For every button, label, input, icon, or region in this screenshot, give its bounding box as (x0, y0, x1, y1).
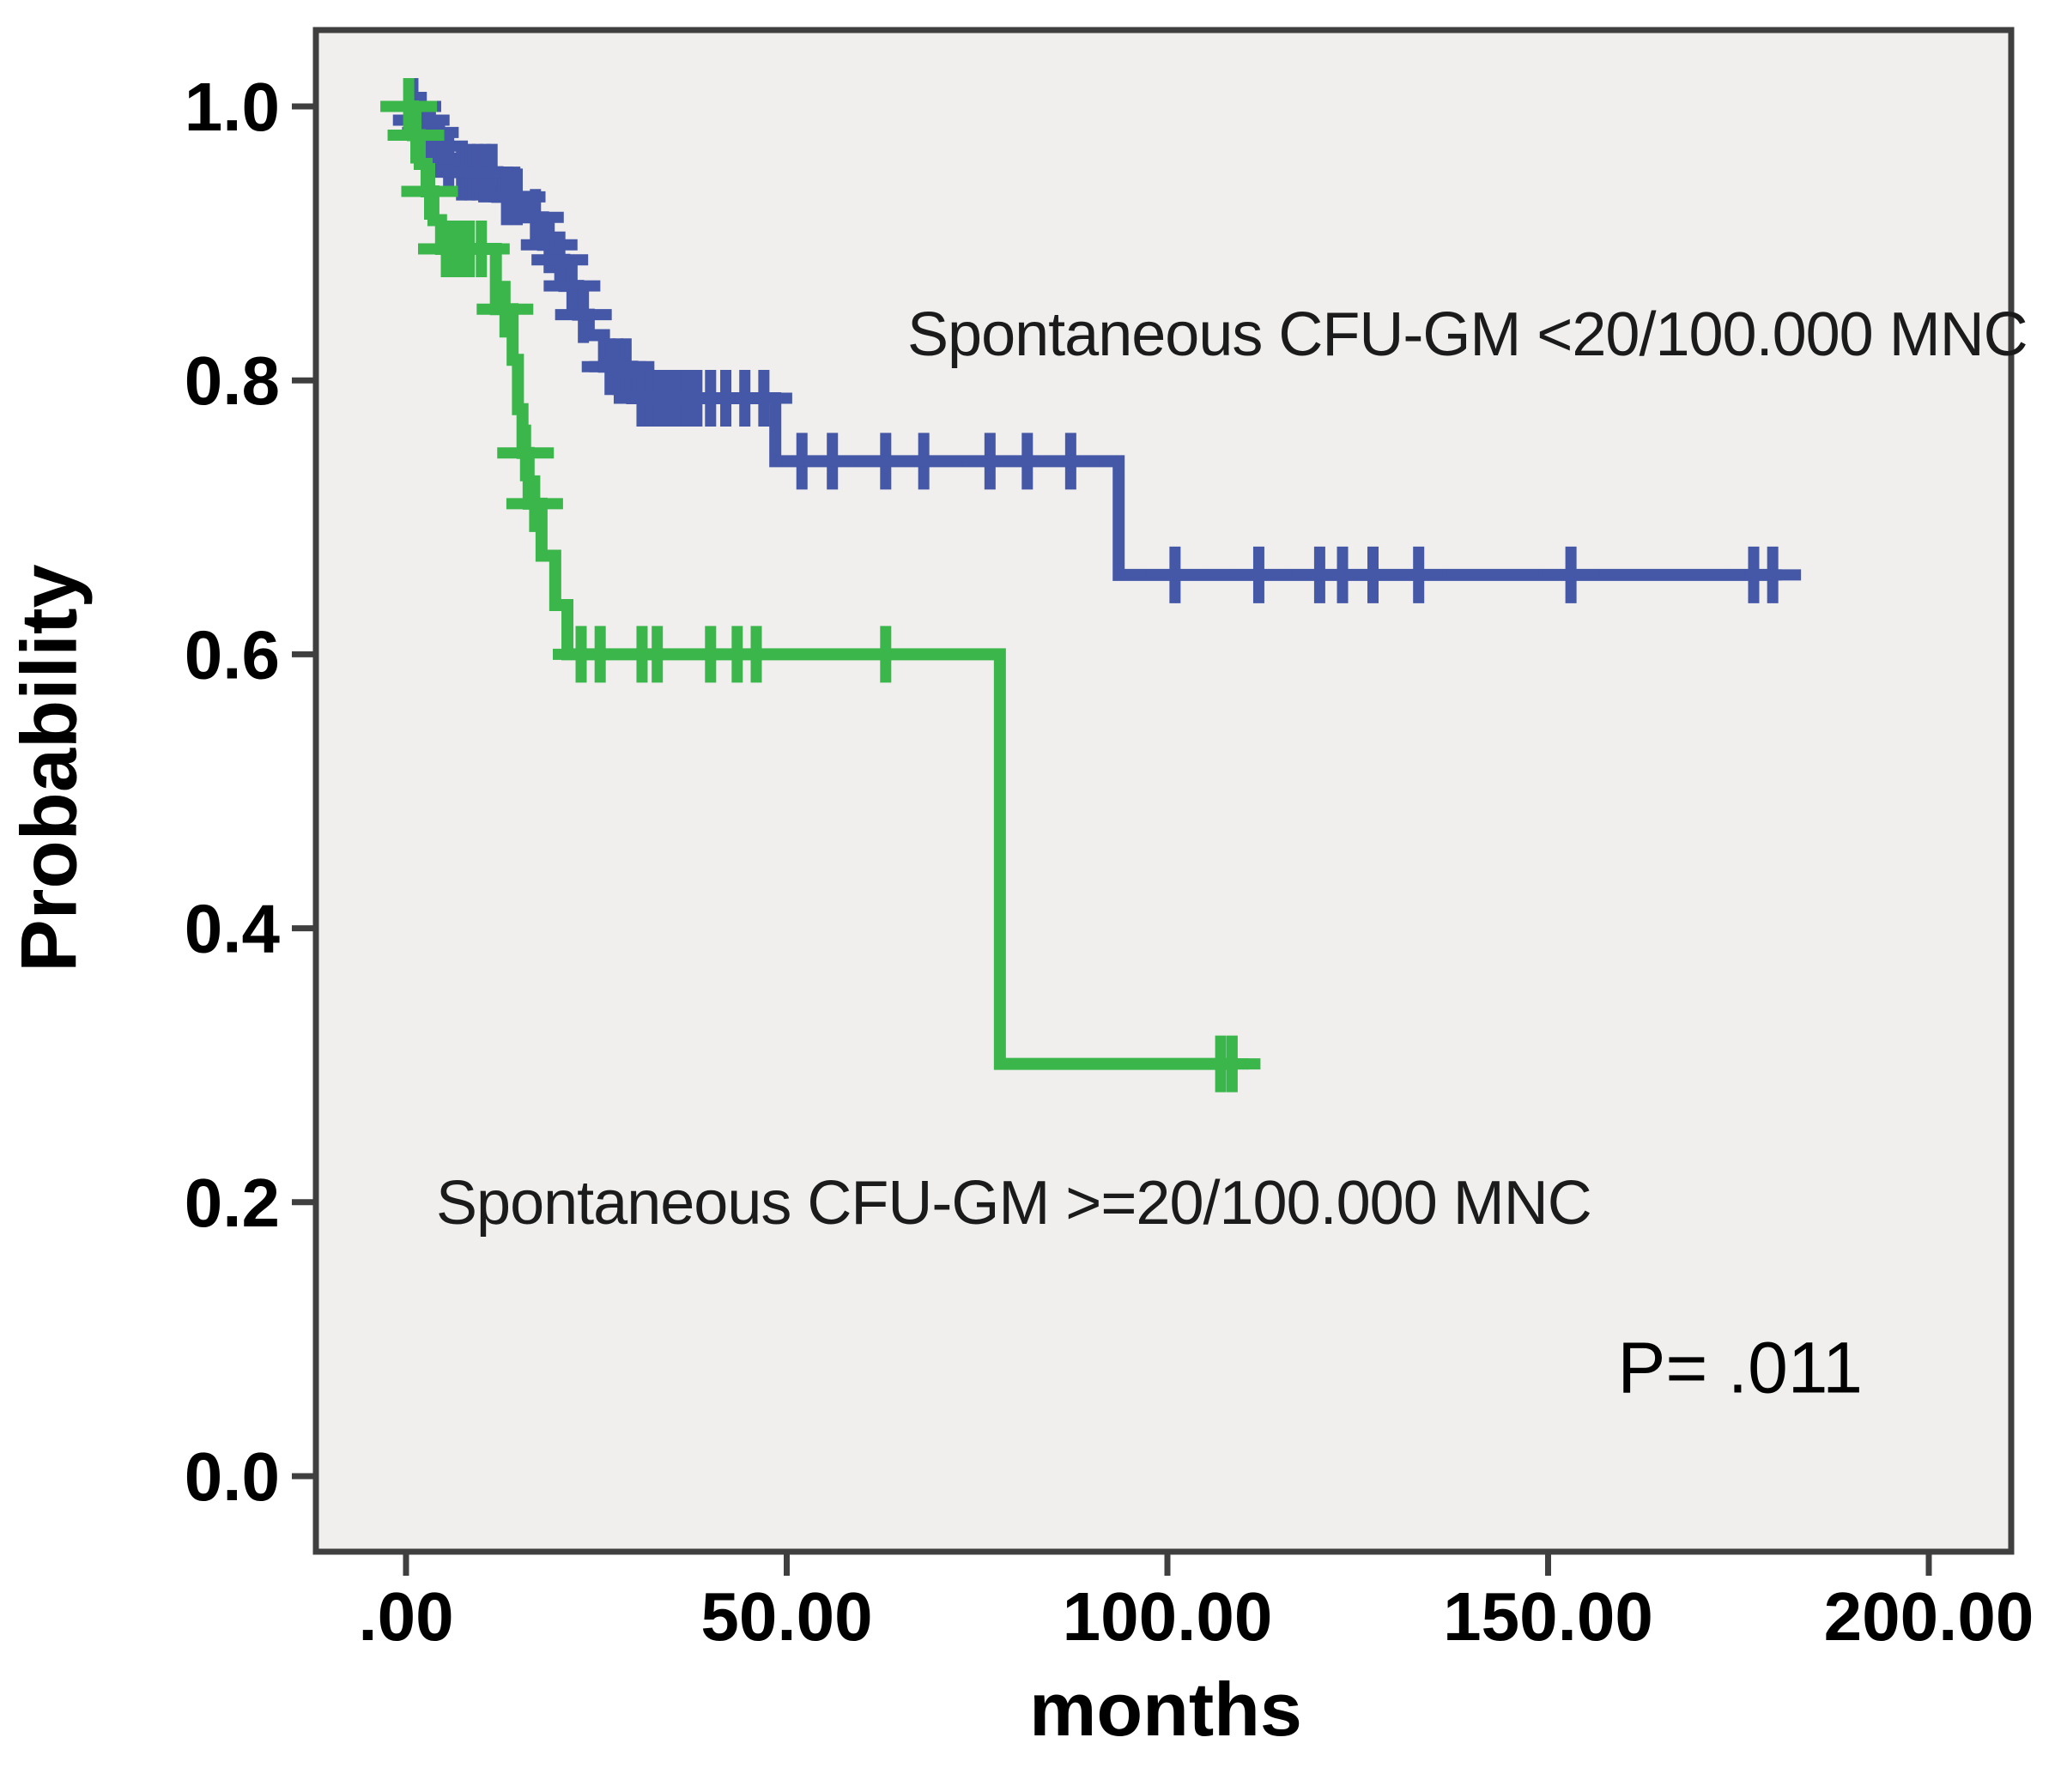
x-axis-title: months (1029, 1667, 1302, 1752)
y-tick-label: 1.0 (185, 69, 280, 145)
x-tick-label: 200.00 (1824, 1578, 2034, 1655)
x-tick-label: 100.00 (1063, 1578, 1273, 1655)
y-tick-label: 0.2 (185, 1165, 280, 1241)
y-tick-label: 0.4 (185, 891, 281, 967)
series-label-low-cfu-gm: Spontaneous CFU-GM <20/100.000 MNC (907, 300, 2028, 369)
y-axis-title: Probability (5, 564, 94, 972)
x-tick-label: 150.00 (1443, 1578, 1653, 1655)
y-tick-label: 0.6 (185, 616, 280, 693)
y-tick-label: 0.8 (185, 342, 280, 419)
y-tick-label: 0.0 (185, 1438, 280, 1515)
series-label-high-cfu-gm: Spontaneous CFU-GM >=20/100.000 MNC (436, 1169, 1592, 1238)
x-tick-label: .00 (358, 1578, 453, 1655)
p-value-annotation: P= .011 (1617, 1327, 1863, 1408)
x-tick-label: 50.00 (700, 1578, 872, 1655)
